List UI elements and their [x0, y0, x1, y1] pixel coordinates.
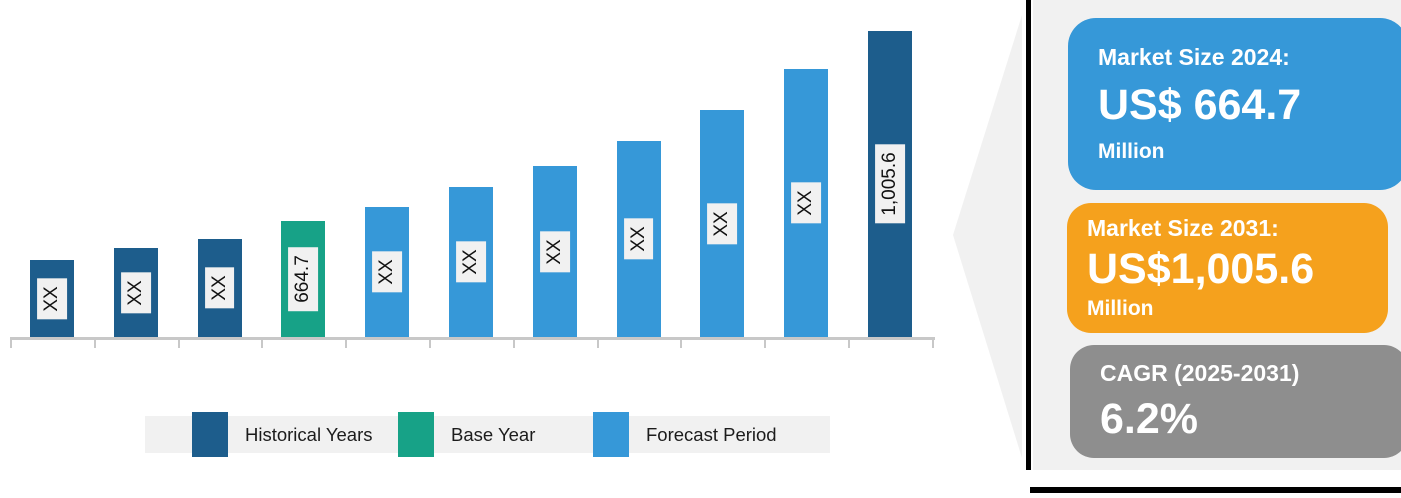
market-size-2031-card: Market Size 2031: US$1,005.6 Million: [1067, 203, 1388, 333]
legend-label: Historical Years: [245, 423, 373, 445]
bar-value-label: 1,005.6: [874, 144, 905, 224]
bar-4-base: 664.7: [281, 221, 326, 337]
card-value: 6.2%: [1100, 394, 1199, 443]
bar-8-forecast: XX: [616, 141, 661, 337]
bar-value-label: XX: [372, 251, 403, 293]
bar-value-label: XX: [791, 182, 822, 224]
axis-tick: [848, 337, 850, 348]
bar-9-forecast: XX: [700, 110, 745, 337]
bar-value-label: XX: [36, 277, 67, 320]
legend: Historical Years Base Year Forecast Period: [145, 412, 830, 457]
legend-swatch-forecast: [593, 412, 629, 457]
card-unit: Million: [1087, 297, 1154, 321]
legend-swatch-base: [398, 412, 434, 457]
panel-bottom-border: [1030, 487, 1401, 493]
axis-tick: [429, 337, 431, 348]
bar-2-historical: XX: [113, 248, 158, 337]
bar-value-label: XX: [623, 218, 654, 260]
card-value: US$1,005.6: [1087, 245, 1315, 294]
legend-item-historical: Historical Years: [192, 412, 373, 457]
legend-label: Base Year: [451, 423, 536, 445]
axis-tick: [10, 337, 12, 348]
bar-value-label: XX: [707, 202, 738, 245]
panel-left-border: [1026, 0, 1031, 470]
bar-value-label: 664.7: [288, 247, 319, 311]
card-title: Market Size 2024:: [1098, 43, 1290, 70]
axis-tick: [680, 337, 683, 348]
cagr-card: CAGR (2025-2031) 6.2%: [1070, 345, 1401, 458]
bar-value-label: XX: [539, 230, 570, 273]
axis-tick: [93, 337, 96, 348]
bar-3-historical: XX: [197, 239, 242, 337]
legend-label: Forecast Period: [646, 423, 777, 445]
bar-value-label: XX: [455, 241, 486, 283]
bar-1-historical: XX: [29, 260, 74, 337]
axis-tick: [764, 337, 767, 348]
chart-area: XX XX XX 664.7 XX XX XX XX XX XX 1,005.6: [0, 0, 945, 337]
stats-panel: Market Size 2024: US$ 664.7 Million Market …: [1033, 0, 1401, 470]
axis-tick: [931, 337, 934, 348]
axis-tick: [345, 337, 348, 348]
card-value: US$ 664.7: [1098, 81, 1302, 130]
legend-swatch-historical: [192, 412, 228, 457]
bar-11-highlight: 1,005.6: [867, 31, 912, 337]
axis-tick: [512, 337, 515, 348]
market-size-2024-card: Market Size 2024: US$ 664.7 Million: [1068, 18, 1401, 190]
bar-6-forecast: XX: [448, 187, 493, 337]
axis-tick: [596, 337, 599, 348]
bar-value-label: XX: [204, 267, 235, 309]
bar-5-forecast: XX: [365, 207, 410, 337]
legend-item-forecast: Forecast Period: [593, 412, 777, 457]
x-axis: [10, 337, 935, 340]
legend-item-base: Base Year: [398, 412, 535, 457]
axis-tick: [261, 337, 264, 348]
card-title: Market Size 2031:: [1087, 214, 1279, 241]
axis-tick: [177, 337, 180, 348]
panel-arrow-shape: [953, 15, 1022, 458]
bar-value-label: XX: [120, 271, 151, 314]
card-unit: Million: [1098, 140, 1165, 164]
bar-7-forecast: XX: [532, 166, 577, 337]
card-title: CAGR (2025-2031): [1100, 360, 1300, 387]
bar-10-forecast: XX: [784, 69, 829, 337]
